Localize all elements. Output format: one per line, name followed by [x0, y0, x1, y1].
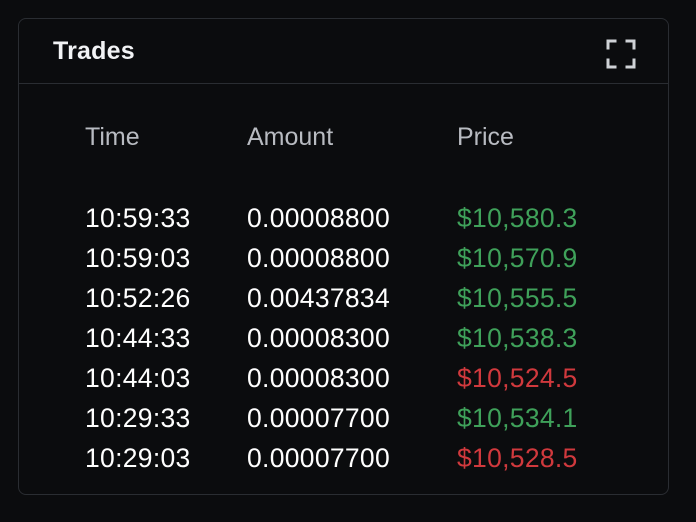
- trade-price: $10,528.5: [457, 443, 578, 473]
- trades-panel: Trades Time Amount Price 10:59:33 0.00008…: [18, 18, 669, 495]
- header-time: Time: [85, 123, 140, 151]
- trades-table: Time Amount Price 10:59:33 0.00008800 $10,…: [85, 123, 645, 473]
- table-body: 10:59:33 0.00008800 $10,580.3 10:59:03 0.000…: [85, 203, 645, 483]
- trade-price: $10,524.5: [457, 363, 578, 393]
- trade-amount: 0.00008300: [247, 323, 391, 353]
- trade-price: $10,538.3: [457, 323, 578, 353]
- trade-time: 10:52:26: [85, 283, 191, 313]
- table-row: 10:29:33 0.00007700 $10,534.1: [85, 403, 645, 443]
- panel-header: Trades: [19, 19, 668, 84]
- panel-title: Trades: [53, 37, 135, 65]
- trade-amount: 0.00008300: [247, 363, 391, 393]
- trade-amount: 0.00008800: [247, 243, 391, 273]
- trade-amount: 0.00008800: [247, 203, 391, 233]
- trade-time: 10:44:03: [85, 363, 191, 393]
- expand-button[interactable]: [604, 37, 638, 71]
- trade-price: $10,580.3: [457, 203, 578, 233]
- trade-amount: 0.00437834: [247, 283, 391, 313]
- trade-time: 10:29:33: [85, 403, 191, 433]
- header-price: Price: [457, 123, 514, 151]
- trade-amount: 0.00007700: [247, 403, 391, 433]
- table-row: 10:44:33 0.00008300 $10,538.3: [85, 323, 645, 363]
- expand-icon: [606, 39, 636, 69]
- trade-time: 10:59:33: [85, 203, 191, 233]
- table-row: 10:44:03 0.00008300 $10,524.5: [85, 363, 645, 403]
- trade-amount: 0.00007700: [247, 443, 391, 473]
- table-row: 10:59:33 0.00008800 $10,580.3: [85, 203, 645, 243]
- trade-price: $10,555.5: [457, 283, 578, 313]
- trade-price: $10,534.1: [457, 403, 578, 433]
- table-header: Time Amount Price: [85, 123, 645, 157]
- trade-time: 10:29:03: [85, 443, 191, 473]
- trade-time: 10:44:33: [85, 323, 191, 353]
- header-amount: Amount: [247, 123, 334, 151]
- table-row: 10:29:03 0.00007700 $10,528.5: [85, 443, 645, 483]
- trade-time: 10:59:03: [85, 243, 191, 273]
- table-row: 10:59:03 0.00008800 $10,570.9: [85, 243, 645, 283]
- trade-price: $10,570.9: [457, 243, 578, 273]
- table-row: 10:52:26 0.00437834 $10,555.5: [85, 283, 645, 323]
